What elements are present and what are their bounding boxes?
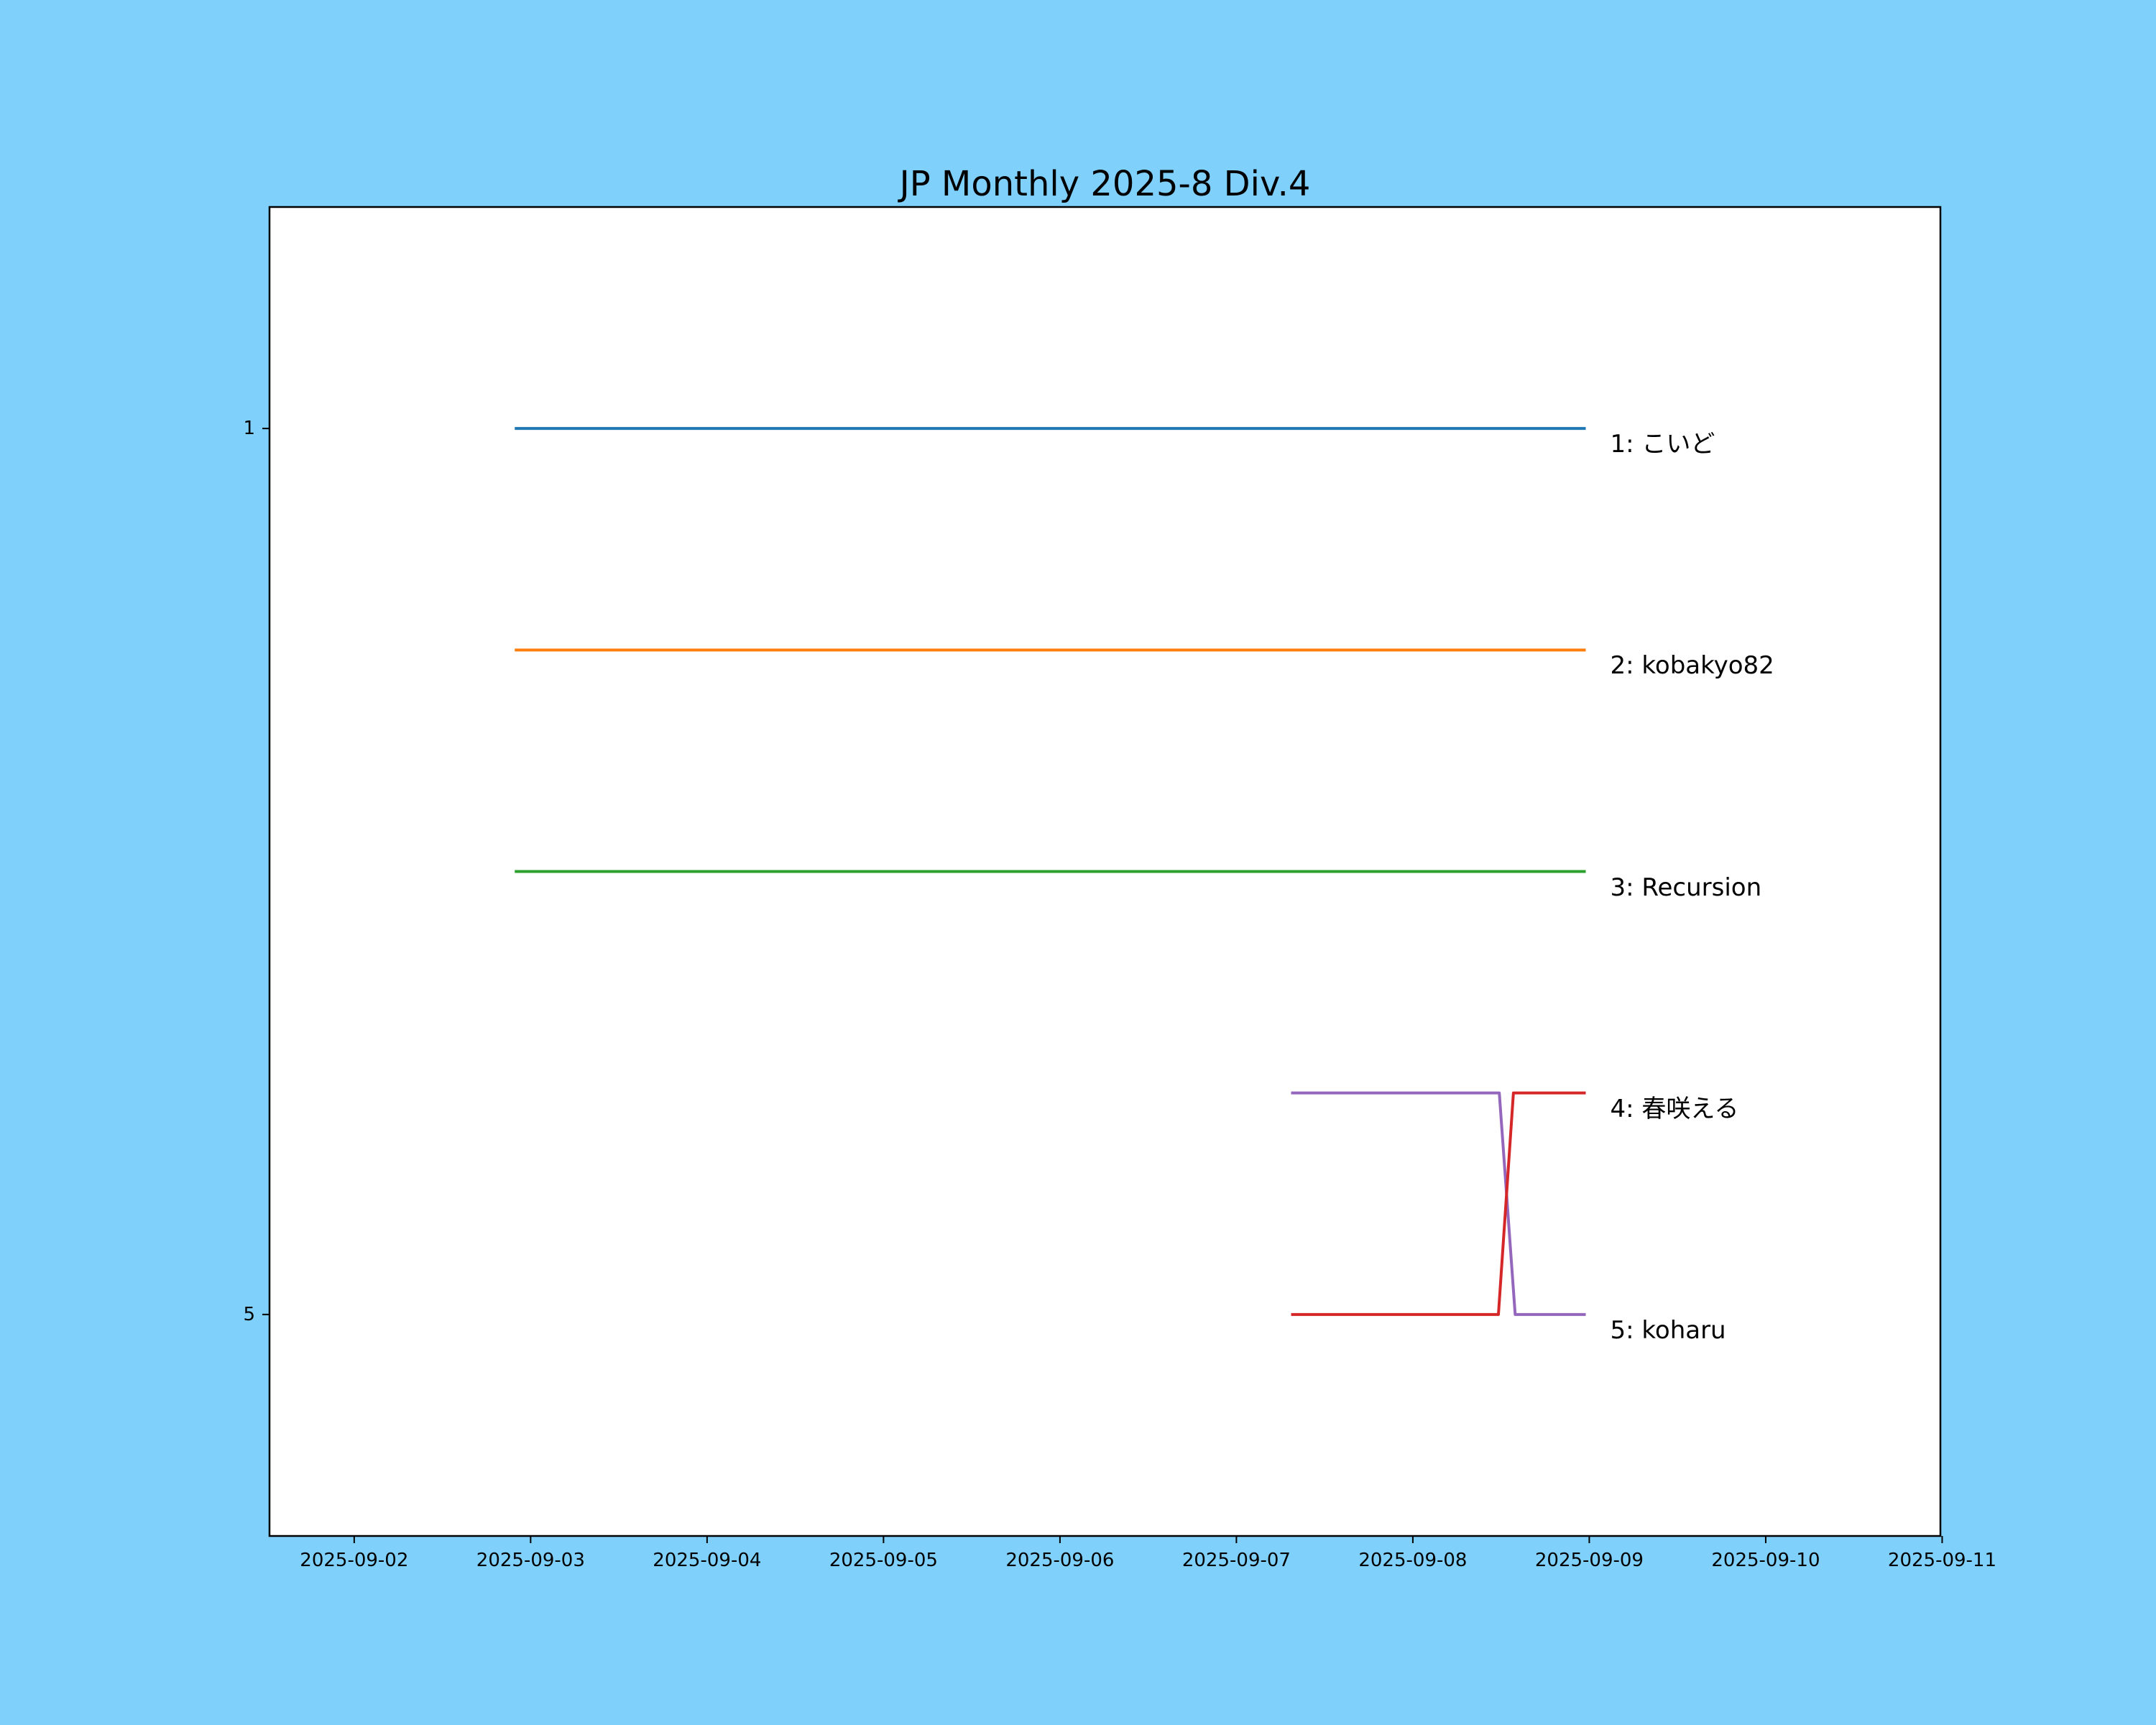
x-tick-label: 2025-09-06 xyxy=(1005,1550,1115,1571)
x-tick-label: 2025-09-11 xyxy=(1887,1550,1997,1571)
series-label-rank-2: 2: kobakyo82 xyxy=(1610,651,1774,681)
series-line-rank-4 xyxy=(1291,1091,1586,1316)
series-label-rank-5: 5: koharu xyxy=(1610,1315,1726,1345)
x-tick-label: 2025-09-08 xyxy=(1358,1550,1468,1571)
x-tick-label: 2025-09-03 xyxy=(476,1550,585,1571)
series-label-rank-4: 4: 春咲える xyxy=(1610,1094,1739,1123)
x-tick-label: 2025-09-02 xyxy=(300,1550,409,1571)
y-tick-label: 1 xyxy=(243,418,255,440)
x-tick-label: 2025-09-07 xyxy=(1181,1550,1291,1571)
x-tick-label: 2025-09-09 xyxy=(1534,1550,1644,1571)
x-tick-label: 2025-09-04 xyxy=(653,1550,762,1571)
x-tick-label: 2025-09-05 xyxy=(829,1550,938,1571)
x-tick-label: 2025-09-10 xyxy=(1711,1550,1820,1571)
series-label-rank-3: 3: Recursion xyxy=(1610,873,1762,902)
y-tick-label: 5 xyxy=(243,1303,255,1325)
chart-title: JP Monthly 2025-8 Div.4 xyxy=(899,164,1311,204)
series-label-rank-1: 1: こいど xyxy=(1610,430,1715,459)
